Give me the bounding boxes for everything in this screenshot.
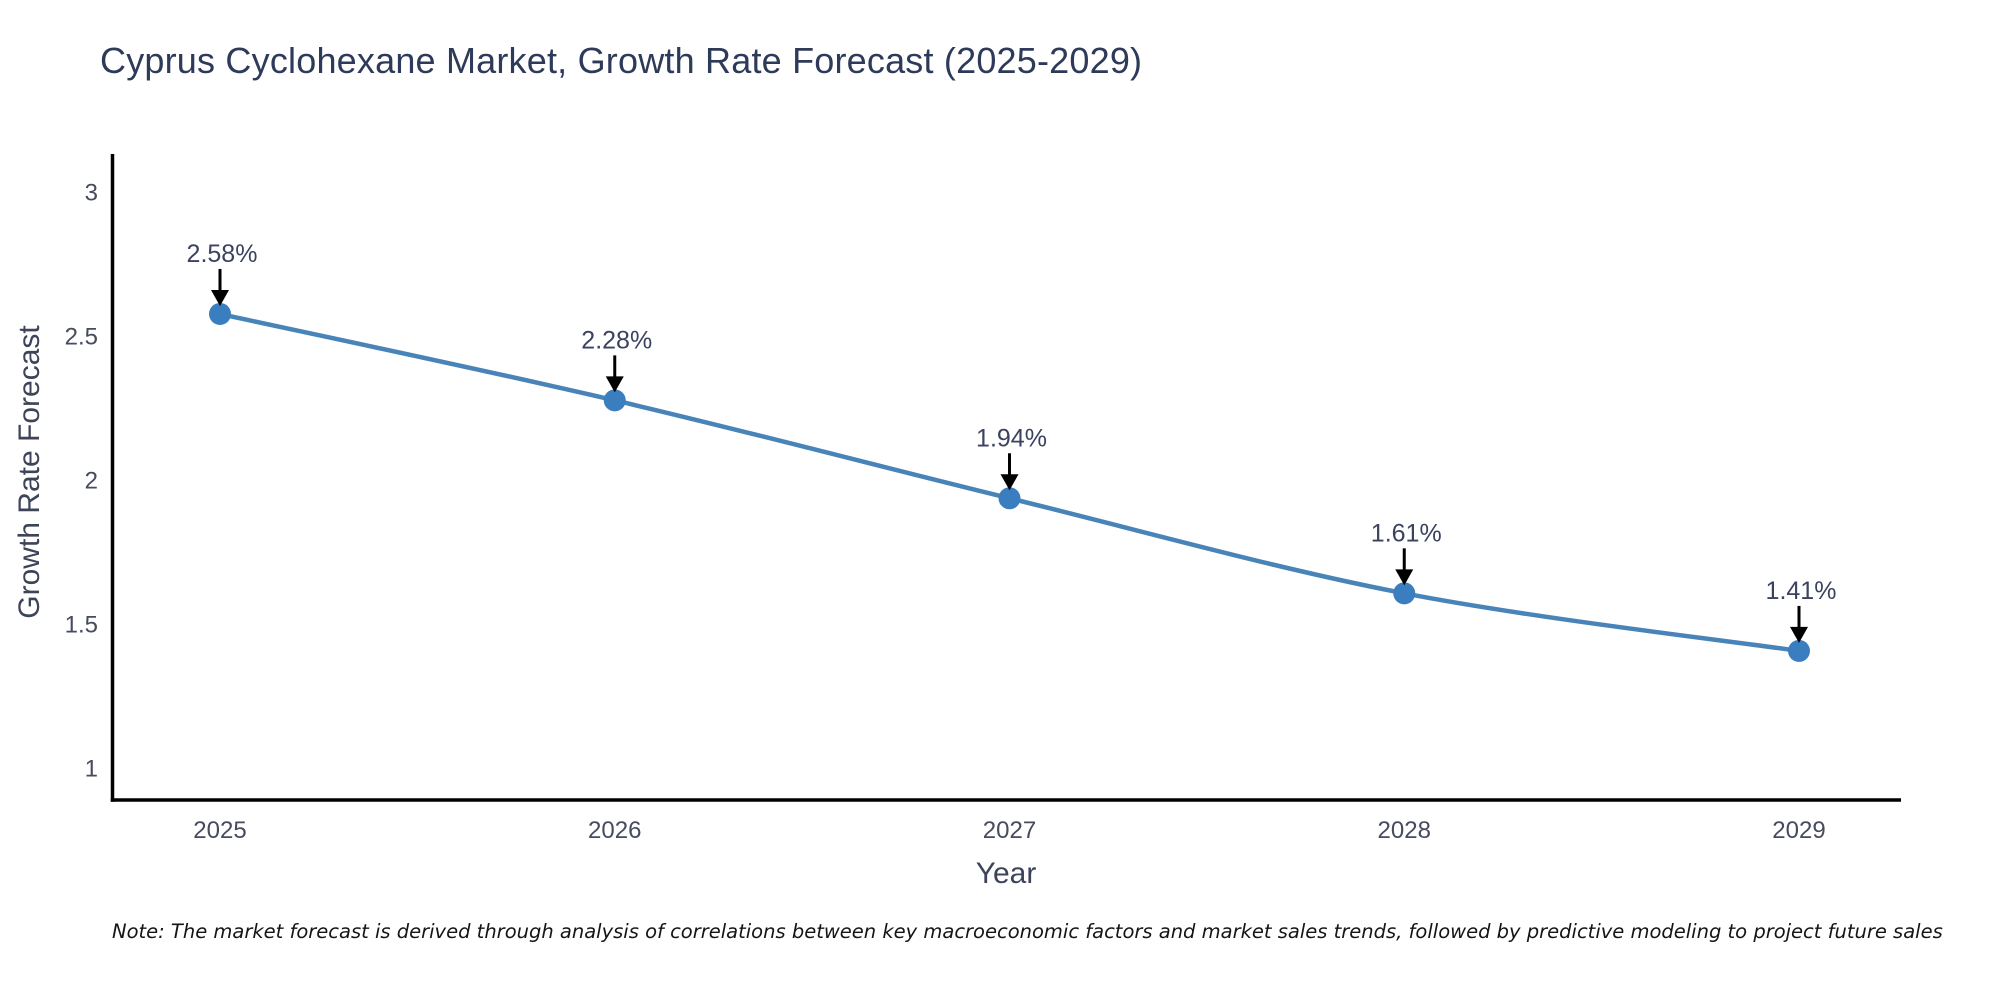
- annotation-arrow-head: [605, 376, 624, 393]
- data-point-2026[interactable]: [603, 389, 626, 412]
- point-value-label: 1.41%: [1766, 577, 1837, 605]
- chart-title: Cyprus Cyclohexane Market, Growth Rate F…: [100, 40, 1143, 81]
- annotation-arrow-head: [211, 289, 229, 306]
- annotation-arrow-head: [1395, 569, 1414, 586]
- data-point-2025[interactable]: [209, 302, 231, 325]
- y-tick-label: 2: [85, 468, 98, 495]
- point-value-label: 1.61%: [1371, 519, 1442, 547]
- x-tick-label: 2029: [1772, 817, 1825, 844]
- x-tick-label: 2026: [588, 817, 641, 844]
- point-value-label: 1.94%: [976, 424, 1047, 452]
- y-tick-label: 1.5: [65, 612, 98, 639]
- y-tick-label: 1: [85, 756, 98, 783]
- point-value-label: 2.58%: [187, 240, 258, 268]
- annotation-arrow-head: [1000, 474, 1019, 491]
- annotation-arrow-head: [1790, 626, 1808, 643]
- x-tick-label: 2027: [983, 817, 1036, 844]
- x-axis-title: Year: [975, 857, 1037, 890]
- y-tick-label: 3: [85, 180, 98, 207]
- point-value-label: 2.28%: [581, 326, 652, 354]
- x-tick-label: 2028: [1378, 817, 1431, 844]
- x-tick-label: 2025: [193, 817, 246, 844]
- data-point-2027[interactable]: [998, 487, 1021, 510]
- chart-footnote: Note: The market forecast is derived thr…: [112, 920, 1943, 943]
- data-point-2028[interactable]: [1393, 582, 1416, 605]
- y-tick-label: 2.5: [65, 324, 98, 351]
- data-point-2029[interactable]: [1788, 639, 1810, 662]
